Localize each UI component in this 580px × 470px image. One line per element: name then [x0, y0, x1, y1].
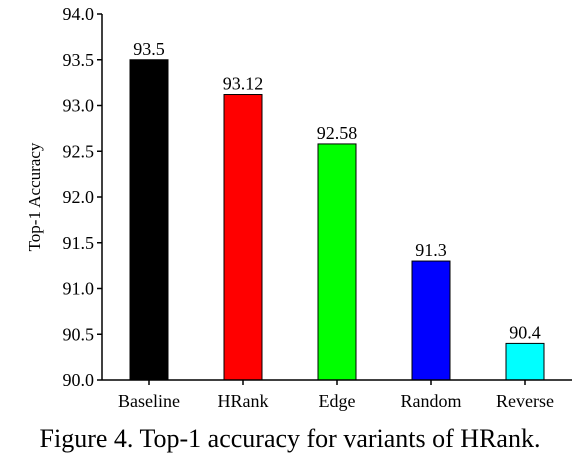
figure-caption: Figure 4. Top-1 accuracy for variants of… [39, 424, 541, 453]
bar [223, 94, 263, 381]
y-tick-label: 90.5 [63, 324, 95, 344]
y-tick-label: 92.5 [63, 141, 95, 161]
y-tick-label: 90.0 [63, 370, 95, 390]
bar [411, 260, 451, 381]
bar-value-label: 91.3 [415, 240, 447, 260]
y-tick-label: 93.5 [63, 50, 95, 70]
y-tick-label: 92.0 [63, 187, 95, 207]
bar-chart: 90.0 90.5 91.0 91.5 92.0 92.5 93.0 93.5 94.0 93.… [25, 4, 572, 411]
bar-value-label: 93.5 [133, 39, 165, 59]
value-labels: 93.5 93.12 92.58 91.3 90.4 [133, 39, 541, 343]
bar-value-label: 90.4 [509, 322, 541, 342]
bar [129, 59, 169, 381]
y-axis: 90.0 90.5 91.0 91.5 92.0 92.5 93.0 93.5 94.0 [63, 4, 103, 390]
bars [129, 59, 545, 381]
y-axis-label: Top-1 Accuracy [25, 142, 44, 251]
y-tick-label: 93.0 [63, 96, 95, 116]
bar [317, 143, 357, 381]
x-tick-label: Reverse [496, 391, 554, 411]
x-tick-label: Baseline [118, 391, 180, 411]
y-tick-label: 94.0 [63, 4, 95, 24]
x-tick-label: Edge [319, 391, 356, 411]
bar [505, 342, 545, 381]
x-tick-label: Random [401, 391, 462, 411]
bar-value-label: 93.12 [223, 74, 264, 94]
x-axis: Baseline HRank Edge Random Reverse [102, 379, 572, 411]
y-tick-label: 91.5 [63, 233, 95, 253]
x-tick-label: HRank [218, 391, 269, 411]
y-tick-label: 91.0 [63, 279, 95, 299]
bar-value-label: 92.58 [317, 123, 358, 143]
